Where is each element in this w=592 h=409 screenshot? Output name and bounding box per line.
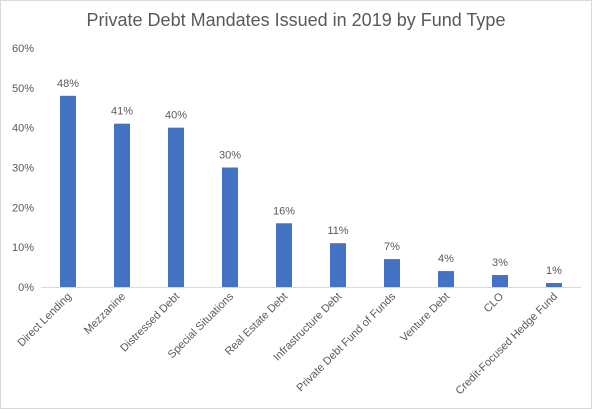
x-tick-label: CLO — [482, 290, 507, 315]
bars — [60, 95, 562, 288]
y-tick-label: 10% — [12, 242, 34, 254]
x-tick-label: Credit-Focused Hedge Fund — [453, 291, 560, 398]
data-label: 7% — [384, 241, 400, 253]
data-labels: 48% 41% 40% 30% 16% 11% 7% 4% 3% 1% — [57, 78, 562, 277]
chart-title: Private Debt Mandates Issued in 2019 by … — [86, 10, 506, 30]
bar — [384, 259, 400, 287]
x-tick-label: Direct Lending — [15, 291, 74, 350]
y-tick-label: 40% — [12, 123, 34, 135]
data-label: 16% — [273, 205, 295, 217]
bar — [438, 271, 454, 287]
bar — [492, 275, 508, 287]
data-label: 1% — [546, 265, 562, 277]
bar — [330, 243, 346, 287]
data-label: 41% — [111, 106, 133, 118]
data-label: 3% — [492, 257, 508, 269]
y-tick-label: 50% — [12, 83, 34, 95]
bar — [222, 167, 238, 287]
data-label: 30% — [219, 150, 241, 162]
bar — [60, 95, 76, 287]
y-axis-ticks: 0% 10% 20% 30% 40% 50% 60% — [12, 43, 34, 294]
x-tick-label: Private Debt Fund of Funds — [295, 290, 399, 394]
bar — [114, 123, 130, 287]
bar — [168, 127, 184, 288]
data-label: 48% — [57, 78, 79, 90]
bar — [276, 223, 292, 287]
data-label: 11% — [327, 225, 348, 237]
y-tick-label: 60% — [12, 43, 34, 55]
x-tick-label: Mezzanine — [82, 291, 128, 337]
y-tick-label: 20% — [12, 202, 34, 214]
y-tick-label: 0% — [18, 282, 34, 294]
data-label: 40% — [165, 110, 187, 122]
y-tick-label: 30% — [12, 163, 34, 175]
bar — [546, 283, 562, 287]
x-tick-label: Venture Debt — [398, 291, 452, 345]
data-label: 4% — [438, 253, 454, 265]
